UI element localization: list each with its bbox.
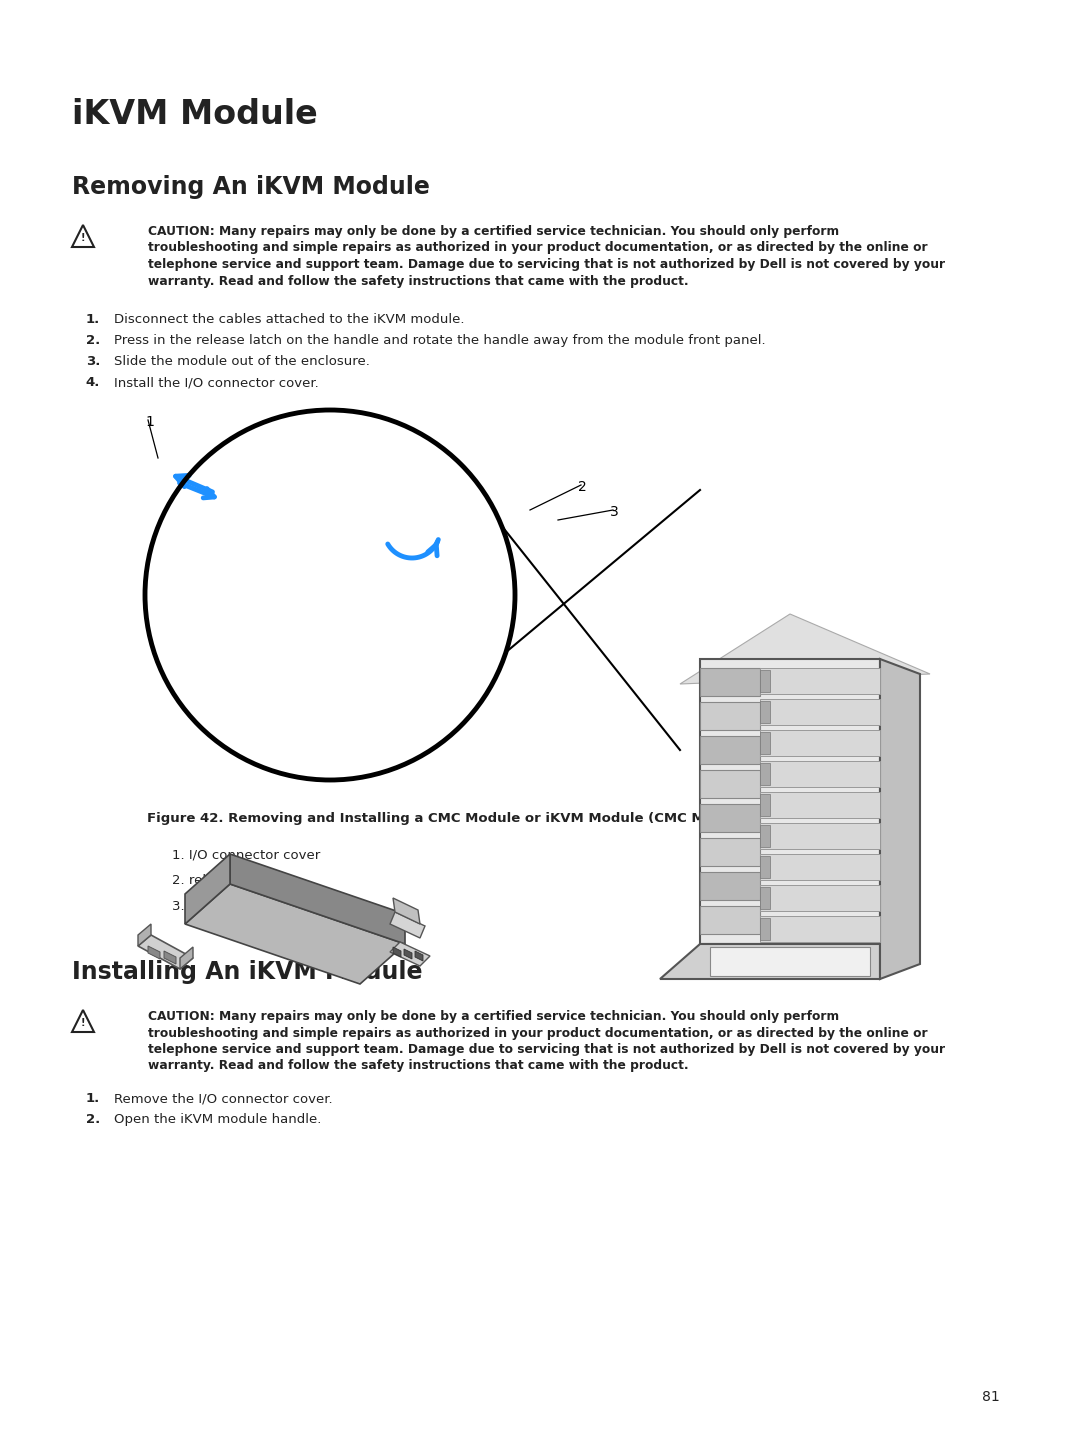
- Text: 2.: 2.: [85, 334, 100, 347]
- Text: 1.: 1.: [85, 1093, 100, 1106]
- Polygon shape: [230, 855, 405, 944]
- Text: CAUTION: Many repairs may only be done by a certified service technician. You sh: CAUTION: Many repairs may only be done b…: [148, 225, 839, 238]
- Text: CAUTION: Many repairs may only be done by a certified service technician. You sh: CAUTION: Many repairs may only be done b…: [148, 1010, 839, 1022]
- Polygon shape: [680, 614, 930, 684]
- Text: 3. release lever: 3. release lever: [172, 901, 275, 913]
- Polygon shape: [138, 935, 193, 969]
- Text: warranty. Read and follow the safety instructions that came with the product.: warranty. Read and follow the safety ins…: [148, 274, 689, 287]
- Polygon shape: [700, 736, 760, 764]
- Polygon shape: [760, 731, 770, 754]
- Polygon shape: [700, 906, 760, 934]
- Text: Install the I/O connector cover.: Install the I/O connector cover.: [114, 376, 319, 389]
- Text: telephone service and support team. Damage due to servicing that is not authoriz: telephone service and support team. Dama…: [148, 1043, 945, 1055]
- Text: 2.: 2.: [85, 1113, 100, 1126]
- Polygon shape: [760, 761, 880, 787]
- Text: iKVM Module: iKVM Module: [72, 98, 318, 130]
- Text: Remove the I/O connector cover.: Remove the I/O connector cover.: [114, 1093, 333, 1106]
- Polygon shape: [404, 949, 411, 959]
- Polygon shape: [760, 916, 880, 942]
- Polygon shape: [880, 660, 920, 979]
- Polygon shape: [760, 856, 770, 878]
- Polygon shape: [710, 946, 870, 977]
- Polygon shape: [760, 763, 770, 784]
- Text: !: !: [81, 1018, 85, 1028]
- Text: troubleshooting and simple repairs as authorized in your product documentation, : troubleshooting and simple repairs as au…: [148, 1027, 928, 1040]
- Polygon shape: [760, 888, 770, 909]
- Polygon shape: [760, 794, 770, 816]
- Text: Press in the release latch on the handle and rotate the handle away from the mod: Press in the release latch on the handle…: [114, 334, 766, 347]
- Text: Figure 42. Removing and Installing a CMC Module or iKVM Module (CMC Module Shown: Figure 42. Removing and Installing a CMC…: [147, 812, 807, 825]
- Text: 1: 1: [145, 414, 153, 429]
- Text: Disconnect the cables attached to the iKVM module.: Disconnect the cables attached to the iK…: [114, 313, 464, 326]
- Text: !: !: [81, 234, 85, 244]
- Polygon shape: [760, 918, 770, 941]
- Polygon shape: [700, 703, 760, 730]
- Polygon shape: [138, 923, 151, 946]
- Polygon shape: [700, 668, 760, 695]
- Polygon shape: [390, 942, 430, 967]
- Polygon shape: [164, 951, 176, 964]
- Polygon shape: [760, 701, 770, 723]
- Polygon shape: [760, 668, 880, 694]
- Text: 4.: 4.: [85, 376, 100, 389]
- Polygon shape: [700, 837, 760, 866]
- Polygon shape: [760, 792, 880, 817]
- Polygon shape: [393, 946, 401, 956]
- Polygon shape: [700, 804, 760, 832]
- Text: telephone service and support team. Damage due to servicing that is not authoriz: telephone service and support team. Dama…: [148, 258, 945, 271]
- Text: 3.: 3.: [85, 356, 100, 369]
- Polygon shape: [760, 855, 880, 880]
- Text: Open the iKVM module handle.: Open the iKVM module handle.: [114, 1113, 322, 1126]
- Polygon shape: [760, 730, 880, 756]
- Text: Slide the module out of the enclosure.: Slide the module out of the enclosure.: [114, 356, 369, 369]
- Text: 81: 81: [982, 1390, 1000, 1404]
- Text: 2: 2: [578, 480, 586, 493]
- Polygon shape: [415, 951, 423, 961]
- Polygon shape: [393, 898, 420, 923]
- Polygon shape: [185, 883, 405, 984]
- Polygon shape: [760, 885, 880, 911]
- Polygon shape: [700, 770, 760, 797]
- Text: Removing An iKVM Module: Removing An iKVM Module: [72, 175, 430, 199]
- Polygon shape: [148, 946, 160, 959]
- Polygon shape: [180, 946, 193, 969]
- Text: warranty. Read and follow the safety instructions that came with the product.: warranty. Read and follow the safety ins…: [148, 1060, 689, 1073]
- Text: 2. release latch: 2. release latch: [172, 873, 275, 888]
- Polygon shape: [700, 872, 760, 901]
- Text: 1. I/O connector cover: 1. I/O connector cover: [172, 847, 321, 860]
- Text: 1.: 1.: [85, 313, 100, 326]
- Polygon shape: [700, 660, 880, 944]
- Polygon shape: [760, 825, 770, 847]
- Text: Installing An iKVM Module: Installing An iKVM Module: [72, 959, 422, 984]
- Text: troubleshooting and simple repairs as authorized in your product documentation, : troubleshooting and simple repairs as au…: [148, 241, 928, 254]
- Polygon shape: [760, 670, 770, 693]
- Polygon shape: [760, 698, 880, 726]
- Text: 3: 3: [610, 505, 619, 519]
- Polygon shape: [760, 823, 880, 849]
- Polygon shape: [660, 944, 880, 979]
- Polygon shape: [185, 855, 230, 923]
- Polygon shape: [390, 912, 426, 938]
